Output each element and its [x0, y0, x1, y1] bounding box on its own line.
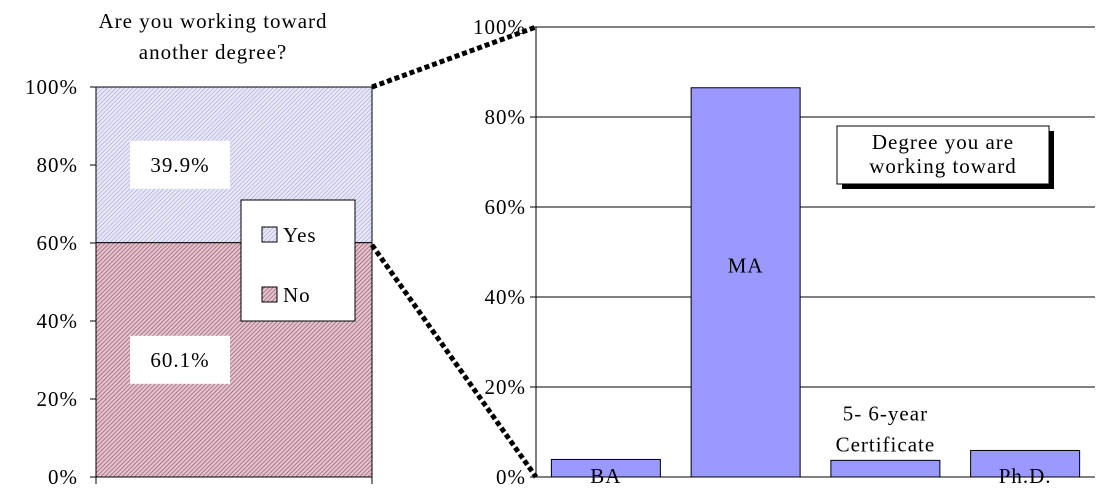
bar-2	[830, 459, 941, 478]
bar-category-label-3: Ph.D.	[999, 464, 1052, 488]
stacked-segment-label-no: 60.1%	[150, 348, 209, 372]
stacked-chart: Are you working toward another degree? 0…	[25, 9, 373, 489]
legend-swatch-yes	[261, 226, 278, 243]
bar-category-label-0: BA	[590, 464, 621, 488]
bar-category-label-1: MA	[728, 253, 764, 277]
bar-chart-title-line-2: working toward	[869, 154, 1017, 178]
stacked-chart-y-tick-label: 20%	[37, 387, 79, 411]
bar-category-label-2: Certificate	[836, 432, 936, 456]
stacked-chart-y-axis: 0% 20% 40% 60% 80% 100%	[25, 75, 96, 489]
bar-chart-y-tick-label: 20%	[485, 375, 527, 399]
legend-swatch-no	[261, 286, 278, 303]
stacked-chart-title-line-1: Are you working toward	[98, 9, 327, 33]
stacked-chart-data-labels: 60.1% 39.9%	[130, 140, 230, 384]
bar-chart-y-axis: 0% 20% 40% 60% 80% 100%	[473, 15, 536, 489]
bar-chart-title-line-1: Degree you are	[872, 130, 1014, 154]
bar-chart-title-box: Degree you are working toward	[836, 125, 1054, 189]
stacked-chart-y-tick-label: 0%	[48, 465, 78, 489]
stacked-chart-y-tick-label: 60%	[37, 231, 79, 255]
bar-chart: 0% 20% 40% 60% 80% 100% BA MA 5- 6-year Certific…	[473, 15, 1095, 489]
bar-1	[690, 87, 801, 478]
bar-category-label-2: 5- 6-year	[843, 401, 928, 425]
stacked-chart-title-line-2: another degree?	[139, 40, 288, 64]
bar-chart-gridlines	[536, 26, 1095, 388]
bar-chart-y-tick-label: 0%	[496, 465, 526, 489]
stacked-chart-y-tick-label: 80%	[37, 153, 79, 177]
stacked-segment-label-yes: 39.9%	[150, 153, 209, 177]
bar-3	[970, 449, 1081, 478]
stacked-segment-label-bg	[130, 140, 230, 189]
connector-line-bottom	[369, 243, 539, 479]
bar-chart-y-tick-label: 40%	[485, 285, 527, 309]
bar-chart-category-labels: BA MA 5- 6-year Certificate Ph.D.	[590, 253, 1052, 488]
bar-chart-bars	[550, 87, 1081, 478]
stacked-chart-legend: Yes No	[240, 199, 356, 322]
bar-chart-y-tick-label: 60%	[485, 195, 527, 219]
stacked-chart-y-tick-label: 100%	[25, 75, 78, 99]
stacked-segment-label-bg	[130, 335, 230, 384]
connector-line-top	[371, 24, 537, 90]
legend-label-yes: Yes	[283, 223, 317, 247]
bar-chart-y-tick-label: 100%	[473, 15, 526, 39]
bar-chart-y-tick-label: 80%	[485, 105, 527, 129]
stacked-chart-y-tick-label: 40%	[37, 309, 79, 333]
legend-label-no: No	[283, 283, 311, 307]
